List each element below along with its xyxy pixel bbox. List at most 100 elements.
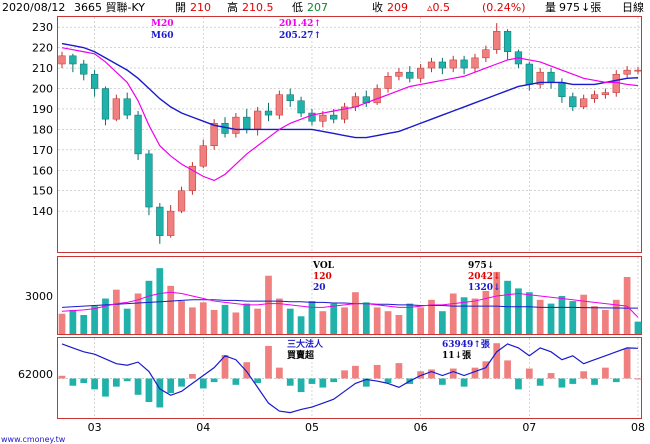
institutional-bar <box>634 378 642 380</box>
volume-bar <box>428 299 435 334</box>
volume-bar <box>525 292 533 334</box>
m60-value: 205.27↑ <box>279 31 321 41</box>
volume-bar <box>460 297 468 334</box>
inst-legend-sublabel: 買賣超 <box>287 349 315 361</box>
price-tick-label: 200 <box>32 83 53 96</box>
volume-bar <box>558 296 566 334</box>
institutional-bar <box>449 368 457 379</box>
institutional-bar <box>178 378 185 387</box>
volume-bar <box>569 301 577 334</box>
price-panel-frame <box>57 16 642 253</box>
volume-bar <box>341 307 348 334</box>
institutional-bar <box>69 378 77 386</box>
candle-body <box>177 190 186 212</box>
period-label: 日線 <box>622 1 644 14</box>
institutional-bar <box>623 348 631 379</box>
candle-body <box>558 82 566 97</box>
candle-body <box>580 98 588 108</box>
volume-bar <box>493 271 501 334</box>
candle-body <box>547 71 555 83</box>
institutional-bar <box>471 367 479 379</box>
volume-bar <box>580 294 588 334</box>
candle-body <box>493 31 501 50</box>
candle-body <box>243 116 251 130</box>
watermark: www.cmoney.tw <box>1 435 66 444</box>
inst-legend-value1: 63949↑張 <box>442 338 491 350</box>
price-tick-label: 170 <box>32 144 53 157</box>
volume-bar <box>156 268 164 334</box>
inst-legend-label: 三大法人 <box>287 338 324 350</box>
low-value: 207 <box>307 1 328 14</box>
candle-body <box>623 69 631 75</box>
candle-body <box>590 94 599 99</box>
m20-value: 201.42↑ <box>279 19 321 29</box>
volume-bar <box>199 302 207 334</box>
volume-bar <box>395 315 403 334</box>
institutional-bar <box>221 354 229 379</box>
high-label: 高 <box>227 1 238 14</box>
stock-name: 3665 貿聯-KY <box>74 1 146 14</box>
close-value: 209 <box>387 1 408 14</box>
month-gridlines <box>94 17 639 418</box>
candle-body <box>123 98 131 116</box>
volume-bar <box>536 299 544 334</box>
institutional-bar <box>91 378 98 390</box>
institutional-bar <box>167 378 175 393</box>
candle-body <box>417 67 425 79</box>
candle-body <box>340 106 349 120</box>
candle-body <box>471 57 479 69</box>
institutional-bar <box>232 378 240 385</box>
volume-bar <box>123 308 131 334</box>
candle-body <box>80 63 88 75</box>
institutional-bar <box>515 378 522 390</box>
candle-body <box>406 71 414 79</box>
month-label: 05 <box>305 421 319 434</box>
vol-current: 975↓ <box>468 261 494 271</box>
ma60-line <box>61 42 639 139</box>
candle-body <box>232 116 240 134</box>
institutional-bar <box>286 378 294 386</box>
candle-body <box>634 69 642 72</box>
candle-body <box>112 98 120 120</box>
m20-label: M20 <box>151 19 174 29</box>
institutional-bar <box>341 370 348 379</box>
institutional-bar <box>612 378 620 383</box>
candle-body <box>156 206 164 236</box>
low-label: 低 <box>292 1 303 14</box>
volume-bar <box>504 280 511 334</box>
volume-bar <box>406 303 414 334</box>
institutional-bar <box>395 363 403 379</box>
candle-body <box>167 210 175 236</box>
volume-bar <box>482 290 490 334</box>
volume-bar <box>319 311 327 334</box>
institutional-bar <box>134 378 142 395</box>
ma20-line <box>61 47 639 182</box>
month-label: 03 <box>88 421 102 434</box>
institutional-bar <box>189 373 196 379</box>
volume-bar <box>265 275 272 334</box>
volume-bar <box>384 311 392 334</box>
institutional-bar <box>362 378 370 387</box>
volume-bar <box>449 293 457 334</box>
vol-label: VOL <box>312 261 335 271</box>
candle-body <box>69 55 77 65</box>
volume-bar <box>134 293 142 334</box>
institutional-bar <box>319 378 327 388</box>
quote-header: 2020/08/12 3665 貿聯-KY 開 210 高 210.5 低 20… <box>0 0 650 16</box>
institutional-bar <box>417 371 425 379</box>
institutional-bar <box>275 367 283 379</box>
price-grid <box>58 26 641 212</box>
candle-body <box>373 88 381 104</box>
volume-ma20-line <box>61 291 639 318</box>
institutional-bar <box>482 361 490 379</box>
institutional-bar <box>297 378 305 393</box>
volume-bar <box>439 311 446 334</box>
price-tick-label: 190 <box>32 103 53 116</box>
institutional-bar <box>384 378 392 384</box>
volume-bar <box>308 301 316 334</box>
institutional-bar <box>102 378 109 397</box>
volume-ma120-line <box>61 299 639 309</box>
institutional-bar <box>428 369 435 379</box>
volume-bar <box>58 313 66 334</box>
